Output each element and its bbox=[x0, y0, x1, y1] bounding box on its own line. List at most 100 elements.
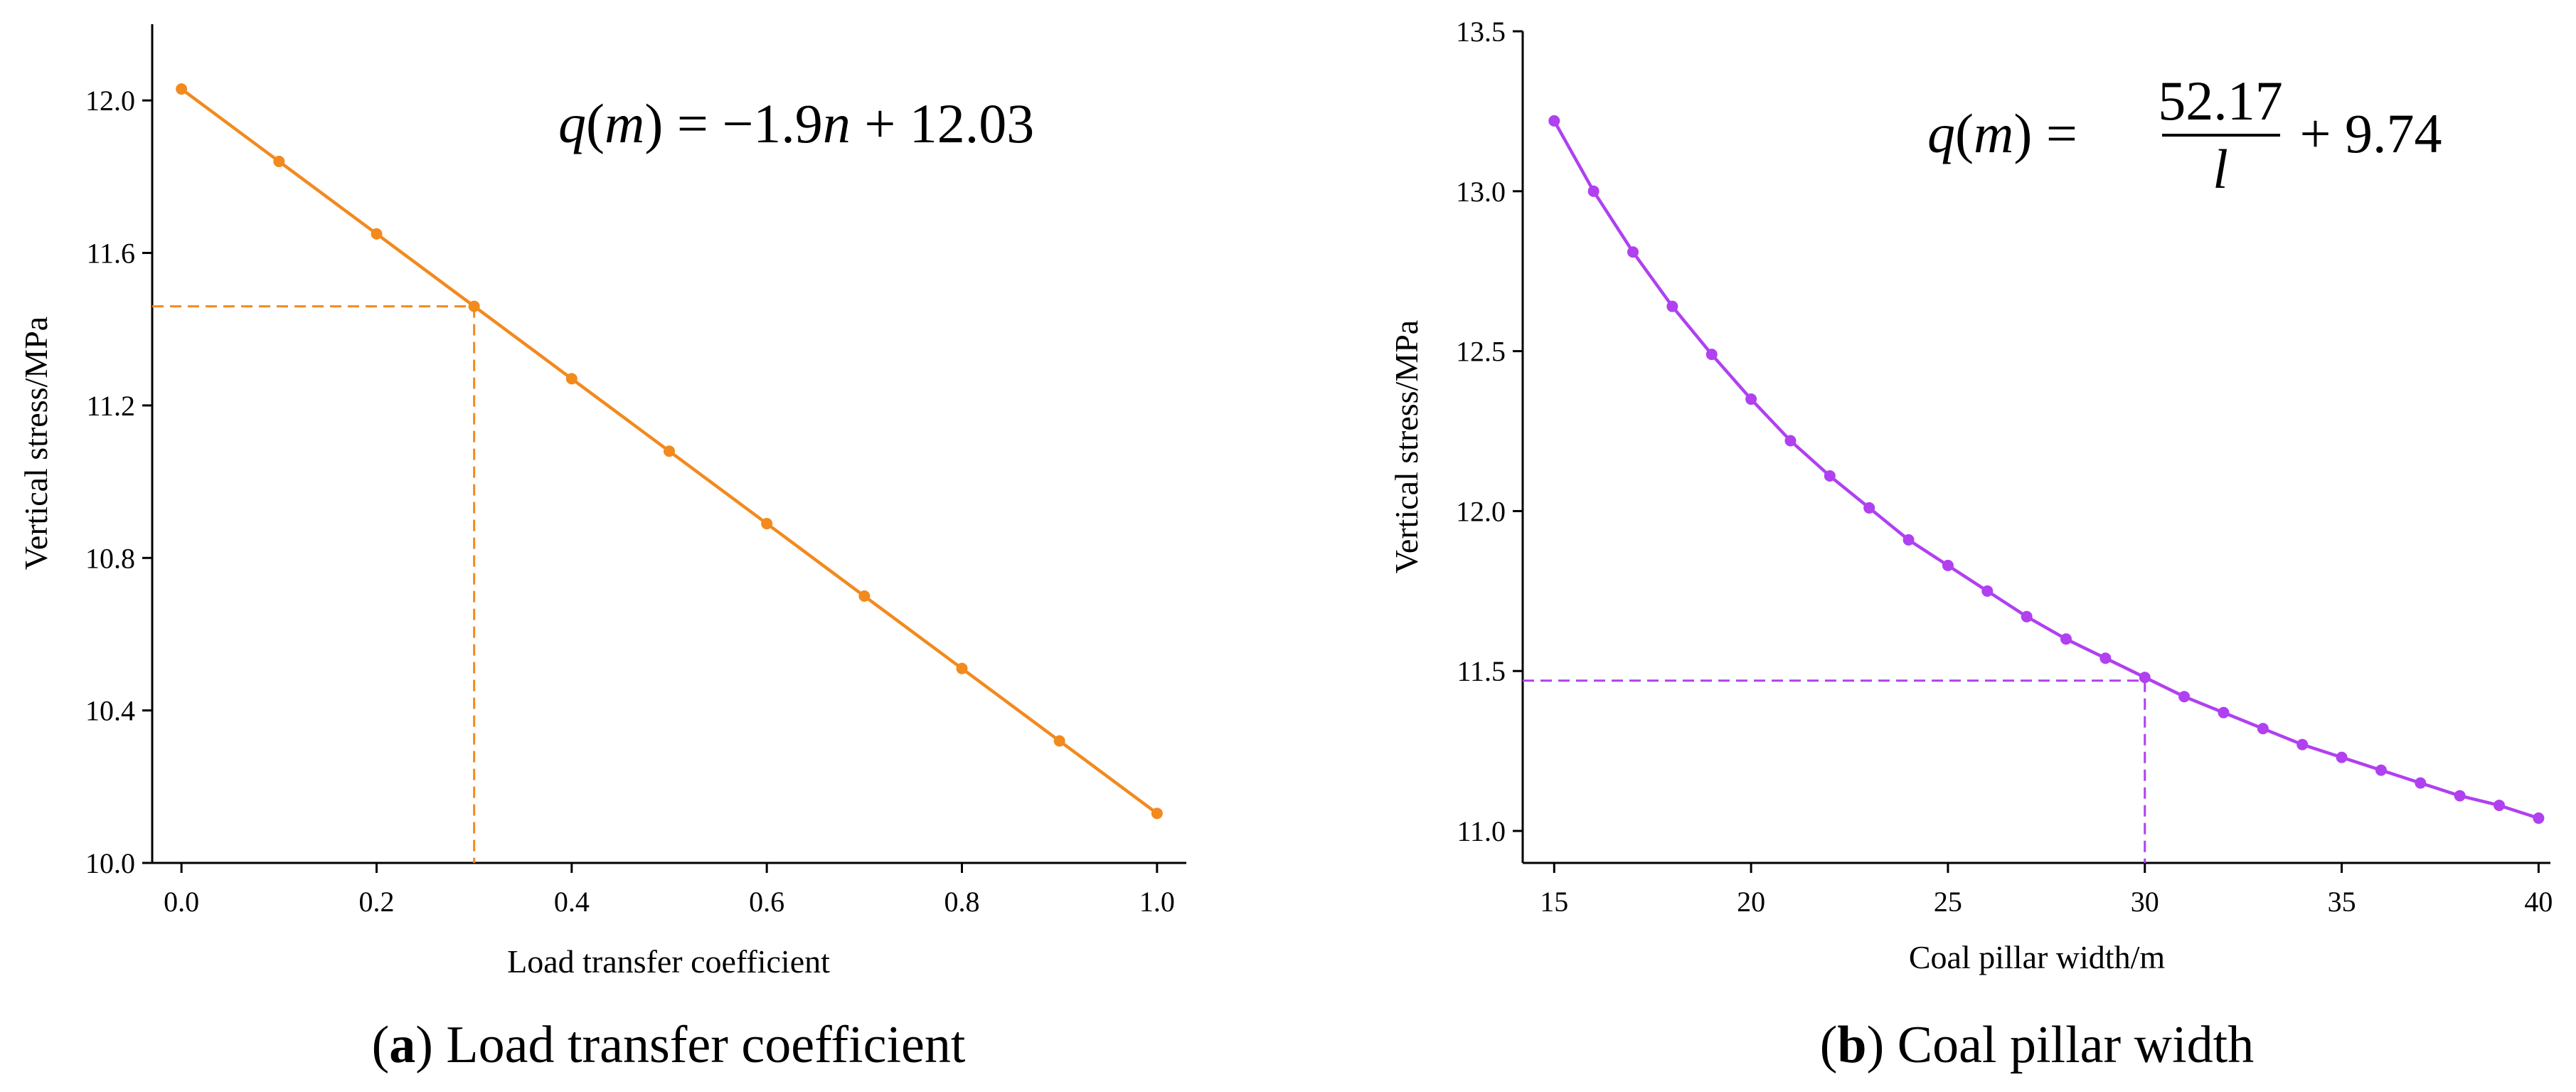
caption-b: (b) Coal pillar width bbox=[1820, 1016, 2254, 1074]
y-ticks-b: 11.0 11.5 12.0 12.5 13.0 13.5 bbox=[1456, 16, 1523, 847]
y-tick-label-b: 13.5 bbox=[1456, 16, 1506, 48]
chart-panel-a: 10.0 10.4 10.8 11.2 11.6 12.0 0.0 0.2 0.4 0.6 0.8… bbox=[18, 24, 1186, 1074]
equation-b: q(m) = 52.17 l + 9.74 bbox=[1927, 70, 2442, 200]
equation-a-open: ( bbox=[586, 92, 605, 154]
data-point-b bbox=[2139, 672, 2151, 684]
data-point-b bbox=[1902, 534, 1915, 546]
x-tick-label-a: 0.2 bbox=[358, 886, 394, 918]
data-point-b bbox=[2454, 790, 2466, 802]
caption-a: (a) Load transfer coefficient bbox=[372, 1016, 966, 1074]
caption-a-open: ( bbox=[372, 1016, 390, 1074]
data-point-a bbox=[664, 445, 675, 457]
caption-b-open: ( bbox=[1820, 1016, 1838, 1074]
x-tick-label-a: 0.6 bbox=[749, 886, 784, 918]
data-point-b bbox=[2375, 764, 2387, 776]
y-tick-label-a: 10.4 bbox=[85, 695, 135, 727]
reference-lines-b bbox=[1523, 679, 2146, 863]
equation-a: q(m) = −1.9n + 12.03 bbox=[558, 92, 1034, 154]
data-point-a bbox=[1151, 807, 1163, 820]
data-point-b bbox=[1942, 559, 1954, 571]
y-ticks-a: 10.0 10.4 10.8 11.2 11.6 12.0 bbox=[85, 85, 152, 879]
caption-b-text: Coal pillar width bbox=[1884, 1016, 2254, 1074]
data-point-b bbox=[2021, 610, 2033, 622]
data-series-b bbox=[1548, 115, 2545, 825]
equation-b-numerator: 52.17 bbox=[2158, 70, 2283, 132]
chart-panel-b: 11.0 11.5 12.0 12.5 13.0 13.5 15 20 25 30 35 40 Co… bbox=[1388, 16, 2553, 1074]
data-point-a bbox=[176, 83, 188, 95]
data-point-b bbox=[2099, 652, 2112, 664]
data-point-b bbox=[1705, 349, 1718, 361]
x-tick-label-b: 35 bbox=[2328, 886, 2356, 918]
y-tick-label-a: 11.2 bbox=[86, 390, 135, 422]
x-tick-label-a: 1.0 bbox=[1139, 886, 1175, 918]
data-point-b bbox=[1587, 185, 1600, 197]
caption-a-text: Load transfer coefficient bbox=[433, 1016, 966, 1074]
x-axis-label-a: Load transfer coefficient bbox=[507, 943, 830, 980]
y-tick-label-b: 11.5 bbox=[1457, 655, 1506, 687]
series-line-b bbox=[1553, 120, 2540, 820]
x-tick-label-b: 30 bbox=[2131, 886, 2159, 918]
y-tick-label-b: 13.0 bbox=[1456, 176, 1506, 208]
equation-a-coef: −1.9 bbox=[722, 92, 823, 154]
x-tick-label-a: 0.8 bbox=[944, 886, 980, 918]
x-tick-label-a: 0.4 bbox=[554, 886, 590, 918]
data-point-b bbox=[2415, 777, 2427, 789]
data-point-a bbox=[761, 518, 773, 530]
y-axis-label-b: Vertical stress/MPa bbox=[1388, 320, 1425, 573]
y-tick-label-a: 12.0 bbox=[85, 85, 135, 117]
x-ticks-b: 15 20 25 30 35 40 bbox=[1540, 863, 2553, 918]
data-point-b bbox=[1824, 470, 1836, 482]
data-point-b bbox=[1666, 300, 1678, 312]
data-point-b bbox=[2296, 738, 2309, 751]
data-point-a bbox=[858, 590, 871, 602]
equation-a-var-m: m bbox=[605, 92, 644, 154]
data-point-b bbox=[2060, 633, 2072, 645]
equation-b-denominator: l bbox=[2213, 138, 2228, 200]
data-point-b bbox=[2257, 723, 2269, 735]
data-point-b bbox=[1784, 435, 1797, 447]
data-point-b bbox=[2336, 751, 2348, 763]
caption-b-close: ) bbox=[1867, 1016, 1885, 1074]
data-point-a bbox=[956, 662, 968, 674]
data-point-a bbox=[565, 373, 578, 385]
data-point-a bbox=[1053, 735, 1065, 747]
x-tick-label-b: 15 bbox=[1540, 886, 1568, 918]
equation-a-equals: = bbox=[663, 92, 722, 154]
caption-a-label: a bbox=[389, 1016, 415, 1074]
data-point-b bbox=[1745, 393, 1757, 405]
x-tick-label-b: 25 bbox=[1934, 886, 1962, 918]
x-ticks-a: 0.0 0.2 0.4 0.6 0.8 1.0 bbox=[164, 863, 1175, 918]
data-point-b bbox=[2218, 706, 2230, 719]
data-point-b bbox=[1627, 246, 1639, 258]
caption-b-label: b bbox=[1837, 1016, 1866, 1074]
y-tick-label-b: 11.0 bbox=[1457, 815, 1506, 847]
caption-a-close: ) bbox=[415, 1016, 433, 1074]
reference-lines-a bbox=[152, 305, 476, 863]
equation-b-lhs: q(m) = bbox=[1927, 102, 2091, 164]
data-series-a bbox=[176, 83, 1163, 820]
y-tick-label-a: 10.0 bbox=[85, 847, 135, 879]
data-point-a bbox=[273, 155, 285, 167]
data-point-b bbox=[1548, 115, 1560, 127]
data-point-b bbox=[2493, 800, 2506, 812]
equation-b-fn: q bbox=[1927, 102, 1955, 164]
data-point-b bbox=[2533, 812, 2545, 825]
equation-b-open: ( bbox=[1955, 102, 1974, 164]
equation-b-var-m: m bbox=[1974, 102, 2013, 164]
y-tick-label-b: 12.0 bbox=[1456, 495, 1506, 527]
equation-a-close: ) bbox=[644, 92, 663, 154]
data-point-b bbox=[1863, 502, 1875, 514]
equation-b-close: ) bbox=[2013, 102, 2032, 164]
equation-a-tail: + 12.03 bbox=[851, 92, 1035, 154]
y-tick-label-b: 12.5 bbox=[1456, 336, 1506, 368]
x-axis-label-b: Coal pillar width/m bbox=[1909, 939, 2166, 975]
equation-b-equals: = bbox=[2032, 102, 2091, 164]
data-point-b bbox=[2178, 691, 2191, 703]
data-point-b bbox=[1981, 585, 1994, 597]
data-point-a bbox=[371, 228, 383, 240]
x-tick-label-b: 40 bbox=[2524, 886, 2553, 918]
x-tick-label-a: 0.0 bbox=[164, 886, 199, 918]
equation-b-tail: + 9.74 bbox=[2286, 102, 2442, 164]
x-tick-label-b: 20 bbox=[1737, 886, 1765, 918]
